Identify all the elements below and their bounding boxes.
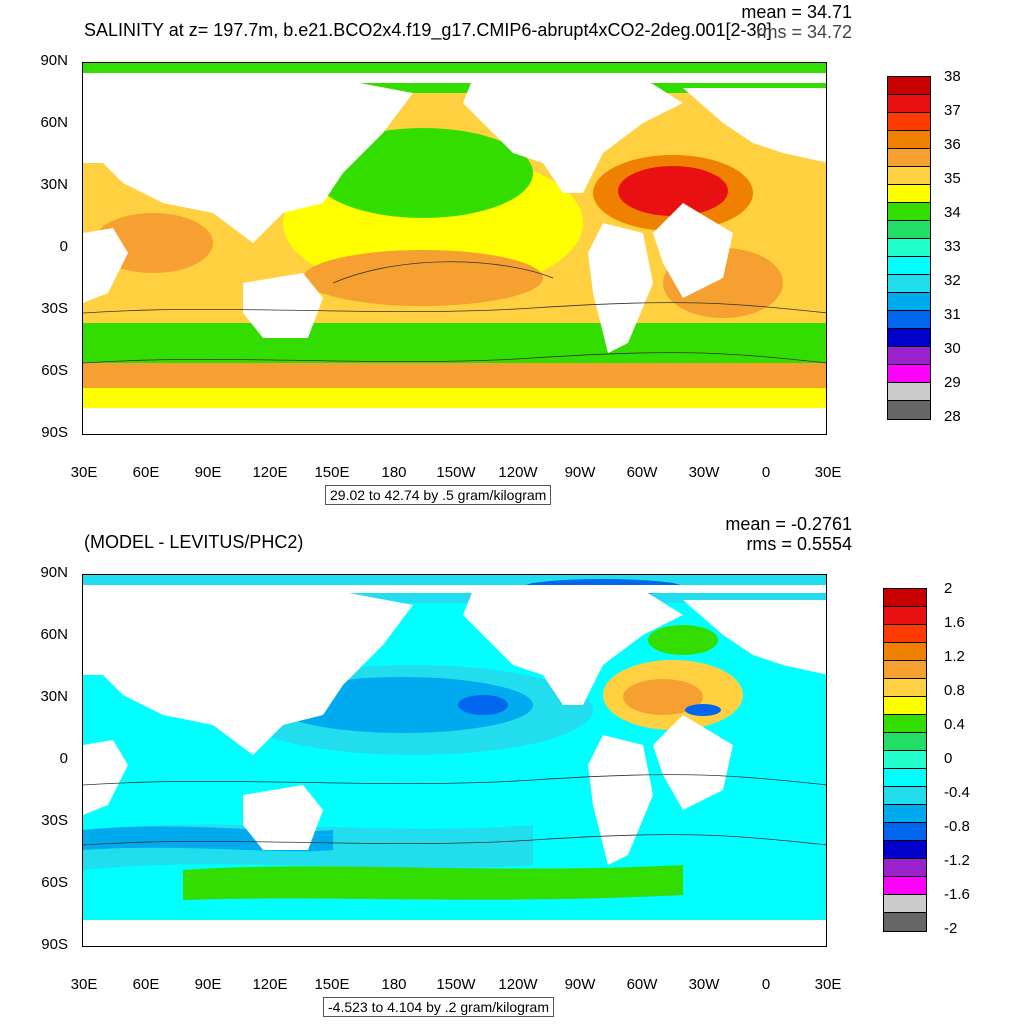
colorbar-label: 34 xyxy=(944,204,961,221)
y-label: 60S xyxy=(41,362,68,379)
y-label: 60S xyxy=(41,874,68,891)
colorbar-label: 36 xyxy=(944,136,961,153)
y-label: 60N xyxy=(40,626,68,643)
x-label: 90W xyxy=(564,976,596,993)
panel-title: (MODEL - LEVITUS/PHC2) xyxy=(84,532,304,552)
y-label: 90S xyxy=(41,424,68,441)
x-label: 0 xyxy=(761,464,771,481)
x-label: 150E xyxy=(314,464,350,481)
colorbar-label: -0.8 xyxy=(944,818,970,835)
x-label: 60W xyxy=(626,464,658,481)
contour-range-label: -4.523 to 4.104 by .2 gram/kilogram xyxy=(323,997,555,1017)
x-label: 150W xyxy=(436,464,476,481)
y-label: 60N xyxy=(40,114,68,131)
salinity-map xyxy=(82,62,827,435)
y-label: 90N xyxy=(40,564,68,581)
colorbar-label: -2 xyxy=(944,920,958,937)
x-label: 0 xyxy=(761,976,771,993)
y-label: 90S xyxy=(41,936,68,953)
colorbar-label: 29 xyxy=(944,374,961,391)
x-label: 30E xyxy=(814,976,842,993)
colorbar-label: 30 xyxy=(944,340,961,357)
difference-panel: (MODEL - LEVITUS/PHC2) mean = -0.2761 rm… xyxy=(0,512,1024,1024)
contour-range-label: 29.02 to 42.74 by .5 gram/kilogram xyxy=(325,485,552,505)
x-label: 60E xyxy=(132,464,160,481)
colorbar-label: 28 xyxy=(944,408,961,425)
x-label: 30E xyxy=(814,464,842,481)
rms-label: rms = 34.72 xyxy=(756,22,852,42)
colorbar-label: 0.8 xyxy=(944,682,965,699)
colorbar-label: 35 xyxy=(944,170,961,187)
colorbar-label: 32 xyxy=(944,272,961,289)
x-label: 30W xyxy=(688,464,720,481)
colorbar-label: 38 xyxy=(944,68,961,85)
y-label: 30N xyxy=(40,176,68,193)
x-label: 60E xyxy=(132,976,160,993)
x-label: 90E xyxy=(194,464,222,481)
panel-title: SALINITY at z= 197.7m, b.e21.BCO2x4.f19_… xyxy=(84,20,772,40)
salinity-panel: SALINITY at z= 197.7m, b.e21.BCO2x4.f19_… xyxy=(40,2,961,505)
x-label: 30E xyxy=(70,464,98,481)
mean-label: mean = 34.71 xyxy=(741,2,852,22)
colorbar-label: 2 xyxy=(944,580,953,597)
colorbar-label: 1.2 xyxy=(944,648,965,665)
colorbar-label: 31 xyxy=(944,306,961,323)
y-label: 30S xyxy=(41,812,68,829)
x-label: 150W xyxy=(436,976,476,993)
x-label: 180 xyxy=(381,976,407,993)
x-label: 180 xyxy=(381,464,407,481)
difference-map xyxy=(82,574,827,947)
x-label: 120E xyxy=(252,976,288,993)
x-label: 90W xyxy=(564,464,596,481)
x-label: 120W xyxy=(498,976,538,993)
y-label: 90N xyxy=(40,52,68,69)
x-label: 30E xyxy=(70,976,98,993)
colorbar-label: -0.4 xyxy=(944,784,970,801)
colorbar-label: 1.6 xyxy=(944,614,965,631)
colorbar-label: -1.2 xyxy=(944,852,970,869)
colorbar-label: 0.4 xyxy=(944,716,965,733)
colorbar xyxy=(887,76,931,420)
y-label: 30S xyxy=(41,300,68,317)
x-label: 150E xyxy=(314,976,350,993)
y-label: 0 xyxy=(59,750,68,767)
x-label: 60W xyxy=(626,976,658,993)
colorbar-label: 33 xyxy=(944,238,961,255)
y-label: 30N xyxy=(40,688,68,705)
y-label: 0 xyxy=(59,238,68,255)
rms-label: rms = 0.5554 xyxy=(746,534,852,554)
x-label: 120E xyxy=(252,464,288,481)
x-label: 120W xyxy=(498,464,538,481)
colorbar-label: 37 xyxy=(944,102,961,119)
colorbar xyxy=(883,588,927,932)
colorbar-label: -1.6 xyxy=(944,886,970,903)
x-label: 90E xyxy=(194,976,222,993)
mean-label: mean = -0.2761 xyxy=(725,514,852,534)
colorbar-label: 0 xyxy=(944,750,953,767)
x-label: 30W xyxy=(688,976,720,993)
